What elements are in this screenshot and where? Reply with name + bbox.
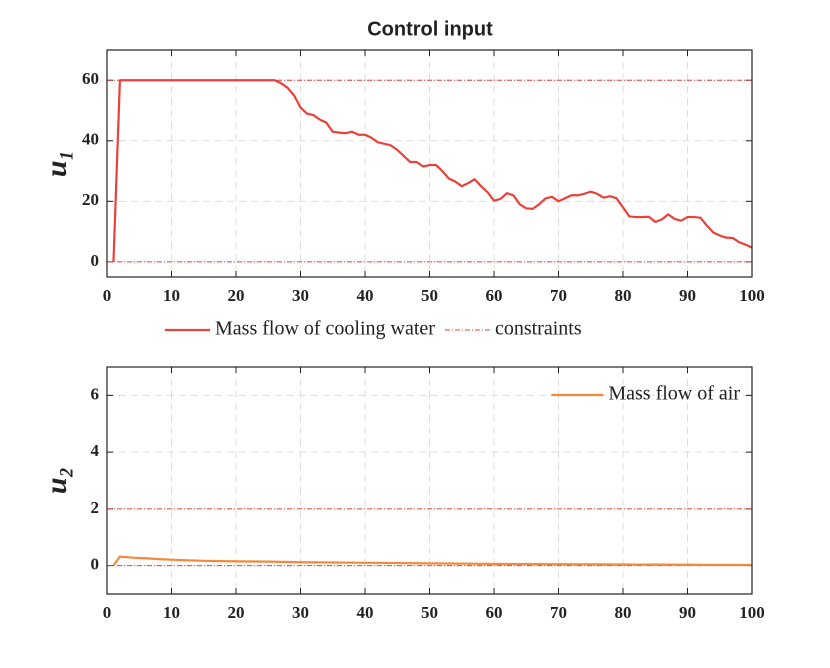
legend-label: Mass flow of cooling water — [215, 318, 435, 340]
y-tick-label: 6 — [91, 384, 100, 403]
x-tick-label: 80 — [615, 286, 632, 305]
x-tick-label: 70 — [550, 603, 567, 622]
x-tick-label: 50 — [421, 603, 438, 622]
x-tick-label: 90 — [679, 603, 696, 622]
chart-title: Control input — [367, 18, 493, 40]
y-tick-label: 2 — [91, 498, 100, 517]
y-tick-label: 20 — [82, 190, 99, 209]
x-tick-label: 70 — [550, 286, 567, 305]
series-line — [112, 555, 753, 567]
series-line — [112, 79, 753, 262]
x-tick-label: 100 — [739, 286, 765, 305]
y-tick-label: 40 — [82, 130, 99, 149]
legend-label: Mass flow of air — [608, 383, 740, 405]
y-axis-label: u₁ — [40, 150, 73, 177]
plot-frame — [106, 49, 753, 278]
y-tick-label: 0 — [91, 251, 100, 270]
y-tick-label: 0 — [91, 555, 100, 574]
x-tick-label: 50 — [421, 286, 438, 305]
x-tick-label: 10 — [163, 286, 180, 305]
y-tick-label: 4 — [91, 441, 100, 460]
x-tick-label: 20 — [228, 603, 245, 622]
plot-frame — [106, 366, 753, 595]
x-tick-label: 30 — [292, 603, 309, 622]
legend-label: constraints — [495, 318, 582, 340]
x-tick-label: 80 — [615, 603, 632, 622]
y-tick-label: 60 — [82, 69, 99, 88]
x-tick-label: 40 — [357, 603, 374, 622]
x-tick-label: 90 — [679, 286, 696, 305]
y-axis-label: u₂ — [40, 467, 73, 494]
x-tick-label: 30 — [292, 286, 309, 305]
x-tick-label: 0 — [103, 286, 112, 305]
x-tick-label: 60 — [486, 286, 503, 305]
x-tick-label: 10 — [163, 603, 180, 622]
x-tick-label: 40 — [357, 286, 374, 305]
x-tick-label: 100 — [739, 603, 765, 622]
x-tick-label: 20 — [228, 286, 245, 305]
x-tick-label: 60 — [486, 603, 503, 622]
x-tick-label: 0 — [103, 603, 112, 622]
